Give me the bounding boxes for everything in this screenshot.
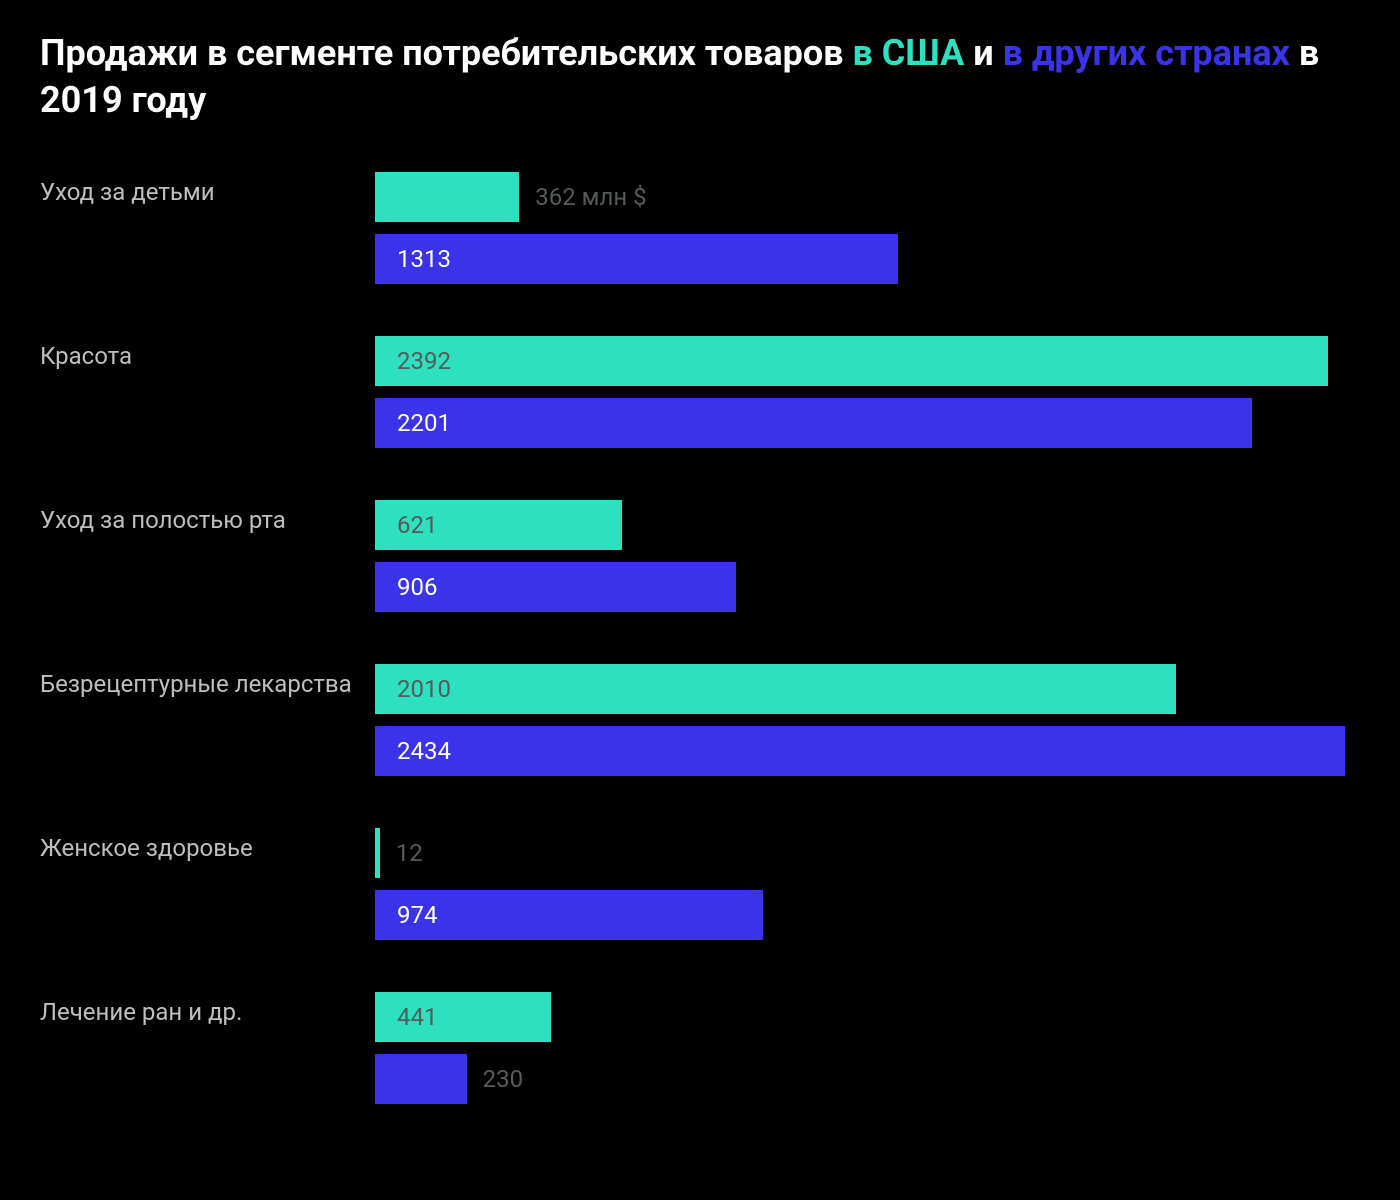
bar-value: 906 [397, 573, 437, 601]
category-row: Красота 2392 2201 [40, 336, 1360, 448]
bar-row-other: 230 [375, 1054, 1360, 1104]
title-segment: в США [852, 32, 973, 74]
bar-value: 441 [397, 1003, 437, 1031]
category-row: Безрецептурные лекарства 2010 2434 [40, 664, 1360, 776]
bar-value: 974 [397, 901, 437, 929]
category-label: Лечение ран и др. [40, 992, 375, 1027]
bar-row-usa: 621 [375, 500, 1360, 550]
bar-row-usa: 12 [375, 828, 1360, 878]
title-segment: Продажи в сегменте потребительских товар… [40, 32, 852, 74]
bar-value: 2201 [397, 409, 451, 437]
category-row: Уход за полостью рта 621 906 [40, 500, 1360, 612]
bar-usa [375, 172, 519, 222]
category-label: Красота [40, 336, 375, 371]
category-label: Уход за детьми [40, 172, 375, 207]
bars-group: 621 906 [375, 500, 1360, 612]
category-label: Уход за полостью рта [40, 500, 375, 535]
bar-other: 2201 [375, 398, 1252, 448]
bar-row-usa: 441 [375, 992, 1360, 1042]
bar-row-other: 974 [375, 890, 1360, 940]
bar-value: 2434 [397, 737, 451, 765]
bars-group: 362 млн $ 1313 [375, 172, 1360, 284]
bar-row-other: 2434 [375, 726, 1360, 776]
bars-group: 2010 2434 [375, 664, 1360, 776]
bar-value: 2392 [397, 347, 451, 375]
bar-other [375, 1054, 467, 1104]
bar-value: 362 млн $ [535, 183, 646, 211]
title-segment: и [973, 32, 1002, 74]
bar-other: 1313 [375, 234, 898, 284]
category-row: Уход за детьми 362 млн $ 1313 [40, 172, 1360, 284]
category-row: Женское здоровье 12 974 [40, 828, 1360, 940]
bars-group: 441 230 [375, 992, 1360, 1104]
bars-group: 12 974 [375, 828, 1360, 940]
bars-group: 2392 2201 [375, 336, 1360, 448]
bar-value: 12 [396, 839, 423, 867]
chart-container: Продажи в сегменте потребительских товар… [0, 0, 1400, 1200]
bar-row-usa: 2392 [375, 336, 1360, 386]
bar-usa: 2392 [375, 336, 1328, 386]
bar-usa: 441 [375, 992, 551, 1042]
bar-other: 2434 [375, 726, 1345, 776]
bar-usa: 621 [375, 500, 622, 550]
bar-usa [375, 828, 380, 878]
category-label: Женское здоровье [40, 828, 375, 863]
category-row: Лечение ран и др. 441 230 [40, 992, 1360, 1104]
bar-row-other: 906 [375, 562, 1360, 612]
bar-row-other: 2201 [375, 398, 1360, 448]
chart-title: Продажи в сегменте потребительских товар… [40, 30, 1360, 124]
bar-value: 1313 [397, 245, 451, 273]
bar-row-usa: 362 млн $ [375, 172, 1360, 222]
bar-row-other: 1313 [375, 234, 1360, 284]
category-label: Безрецептурные лекарства [40, 664, 375, 699]
bar-other: 906 [375, 562, 736, 612]
bar-value: 621 [397, 511, 437, 539]
bar-other: 974 [375, 890, 763, 940]
bar-value: 230 [483, 1065, 523, 1093]
bar-usa: 2010 [375, 664, 1176, 714]
bar-value: 2010 [397, 675, 451, 703]
title-segment: в других странах [1003, 32, 1290, 74]
chart-body: Уход за детьми 362 млн $ 1313 Красота 2392 22… [40, 172, 1360, 1156]
bar-row-usa: 2010 [375, 664, 1360, 714]
